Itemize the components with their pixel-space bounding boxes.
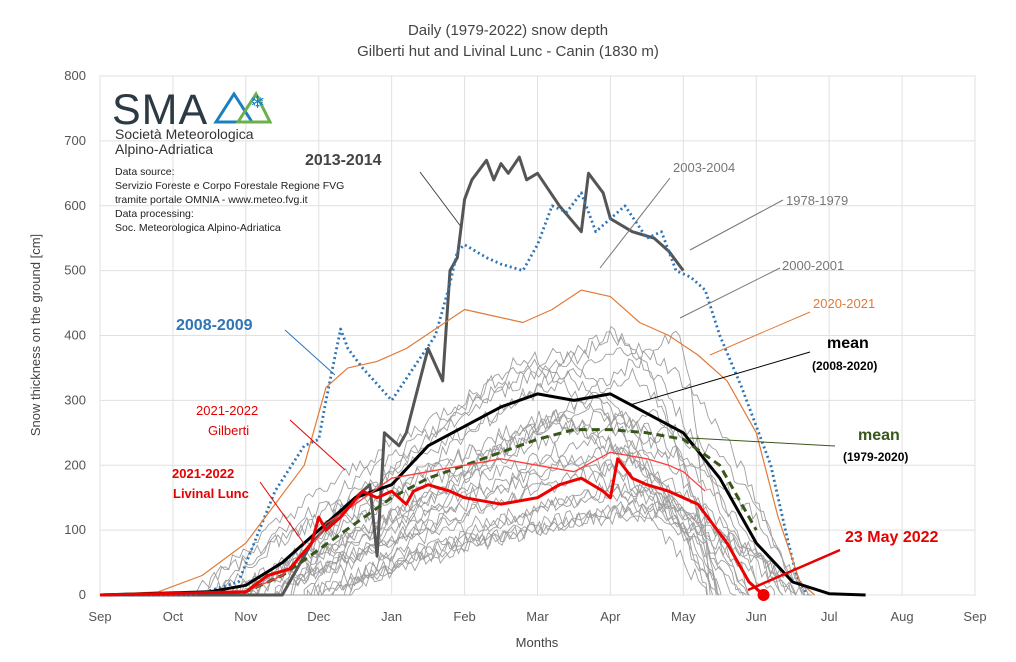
org-line-2: Alpino-Adriatica <box>115 141 214 157</box>
annotation-label: mean <box>858 427 900 444</box>
annotation-label: 1978-1979 <box>786 193 848 208</box>
background-year-line <box>100 444 805 596</box>
annotation-leader-line <box>709 311 811 356</box>
background-year-lines <box>100 325 813 597</box>
x-tick-label: Jan <box>381 609 402 624</box>
annotation-label: (2008-2020) <box>812 359 877 373</box>
chart-subtitle: Gilberti hut and Livinal Lunc - Canin (1… <box>357 43 659 60</box>
x-axis: Sep Oct Nov Dec Jan Feb Mar Apr May Jun Jul Aug Sep <box>88 609 986 624</box>
x-axis-label: Months <box>516 635 559 650</box>
chart-title: Daily (1979-2022) snow depth <box>407 22 609 39</box>
x-tick-label: May <box>671 609 696 624</box>
org-name: Società Meteorologica Alpino-Adriatica <box>115 127 254 157</box>
annotation-label: 2021-2022 <box>196 403 258 418</box>
x-tick-label: Oct <box>163 609 184 624</box>
snowflake-mountain-icon: ❄ <box>213 90 272 124</box>
annotation-leader-line <box>689 199 784 251</box>
annotation-label: 2020-2021 <box>813 296 875 311</box>
x-tick-label: Sep <box>88 609 111 624</box>
source-line-2: Servizio Foreste e Corpo Forestale Regio… <box>115 180 345 192</box>
background-year-line <box>100 418 749 596</box>
svg-text:❄: ❄ <box>250 92 265 112</box>
y-tick-label: 500 <box>64 263 86 278</box>
y-tick-label: 300 <box>64 392 86 407</box>
y-tick-label: 800 <box>64 68 86 83</box>
background-year-line <box>100 497 737 597</box>
source-line-1: Data source: <box>115 166 175 178</box>
background-year-line <box>100 325 719 596</box>
y-tick-label: 200 <box>64 457 86 472</box>
annotation-label: 2000-2001 <box>782 258 844 273</box>
background-year-line <box>100 478 722 596</box>
x-tick-label: Apr <box>600 609 621 624</box>
x-tick-label: Mar <box>526 609 549 624</box>
annotation-label: Gilberti <box>208 423 249 438</box>
background-year-line <box>100 502 776 596</box>
annotation-leader-line <box>689 437 836 447</box>
annotation-label: 2021-2022 <box>172 466 234 481</box>
source-line-4: Data processing: <box>115 208 194 220</box>
annotation-label: 23 May 2022 <box>845 529 939 546</box>
series-line <box>99 457 765 597</box>
annotation-label: 2008-2009 <box>176 317 253 334</box>
y-tick-label: 0 <box>79 587 86 602</box>
end-point-marker <box>757 589 770 601</box>
x-tick-label: Dec <box>307 609 331 624</box>
source-line-3: tramite portale OMNIA - www.meteo.fvg.it <box>115 194 308 206</box>
org-line-1: Società Meteorologica <box>115 126 254 142</box>
annotation-leader-line <box>747 548 841 592</box>
background-year-line <box>100 364 720 596</box>
annotation-leader-line <box>419 171 463 229</box>
series-group <box>99 155 866 601</box>
y-axis-label: Snow thickness on the ground [cm] <box>28 234 43 436</box>
annotation-leader-line <box>629 351 811 406</box>
annotation-label: 2003-2004 <box>673 160 735 175</box>
series-line <box>99 289 815 596</box>
series-line <box>100 155 685 597</box>
background-year-line <box>100 408 760 596</box>
annotation-leader-line <box>679 267 781 319</box>
annotation-layer: 2013-2014 2003-2004 1978-1979 2000-2001 2020… <box>172 152 939 592</box>
annotation-label: Livinal Lunc <box>173 486 249 501</box>
annotation-label: 2013-2014 <box>305 152 382 169</box>
logo-wordmark: SMA <box>112 86 209 134</box>
annotation-leader-line <box>259 481 306 546</box>
x-tick-label: Jul <box>821 609 838 624</box>
data-source-note: Data source: Servizio Foreste e Corpo Fo… <box>115 165 344 235</box>
background-year-line <box>100 351 714 596</box>
sma-logo: SMA ❄ <box>112 86 272 135</box>
y-axis: 0 100 200 300 400 500 600 700 800 <box>64 68 86 602</box>
annotation-leader-line <box>289 419 346 471</box>
annotation-leader-line <box>599 177 671 269</box>
x-tick-label: Jun <box>746 609 767 624</box>
background-year-line <box>100 410 783 596</box>
x-tick-label: Aug <box>891 609 914 624</box>
source-line-5: Soc. Meteorologica Alpino-Adriatica <box>115 222 281 234</box>
series-line <box>99 392 866 597</box>
background-year-line <box>100 426 803 596</box>
annotation-label: mean <box>827 335 869 352</box>
y-tick-label: 100 <box>64 522 86 537</box>
y-tick-label: 600 <box>64 198 86 213</box>
x-tick-label: Sep <box>963 609 986 624</box>
series-line <box>99 428 758 597</box>
annotation-leader-line <box>284 329 336 376</box>
x-tick-label: Feb <box>453 609 475 624</box>
x-tick-label: Nov <box>234 609 258 624</box>
y-tick-label: 400 <box>64 328 86 343</box>
annotation-label: (1979-2020) <box>843 450 908 464</box>
background-year-line <box>100 330 711 596</box>
y-tick-label: 700 <box>64 133 86 148</box>
